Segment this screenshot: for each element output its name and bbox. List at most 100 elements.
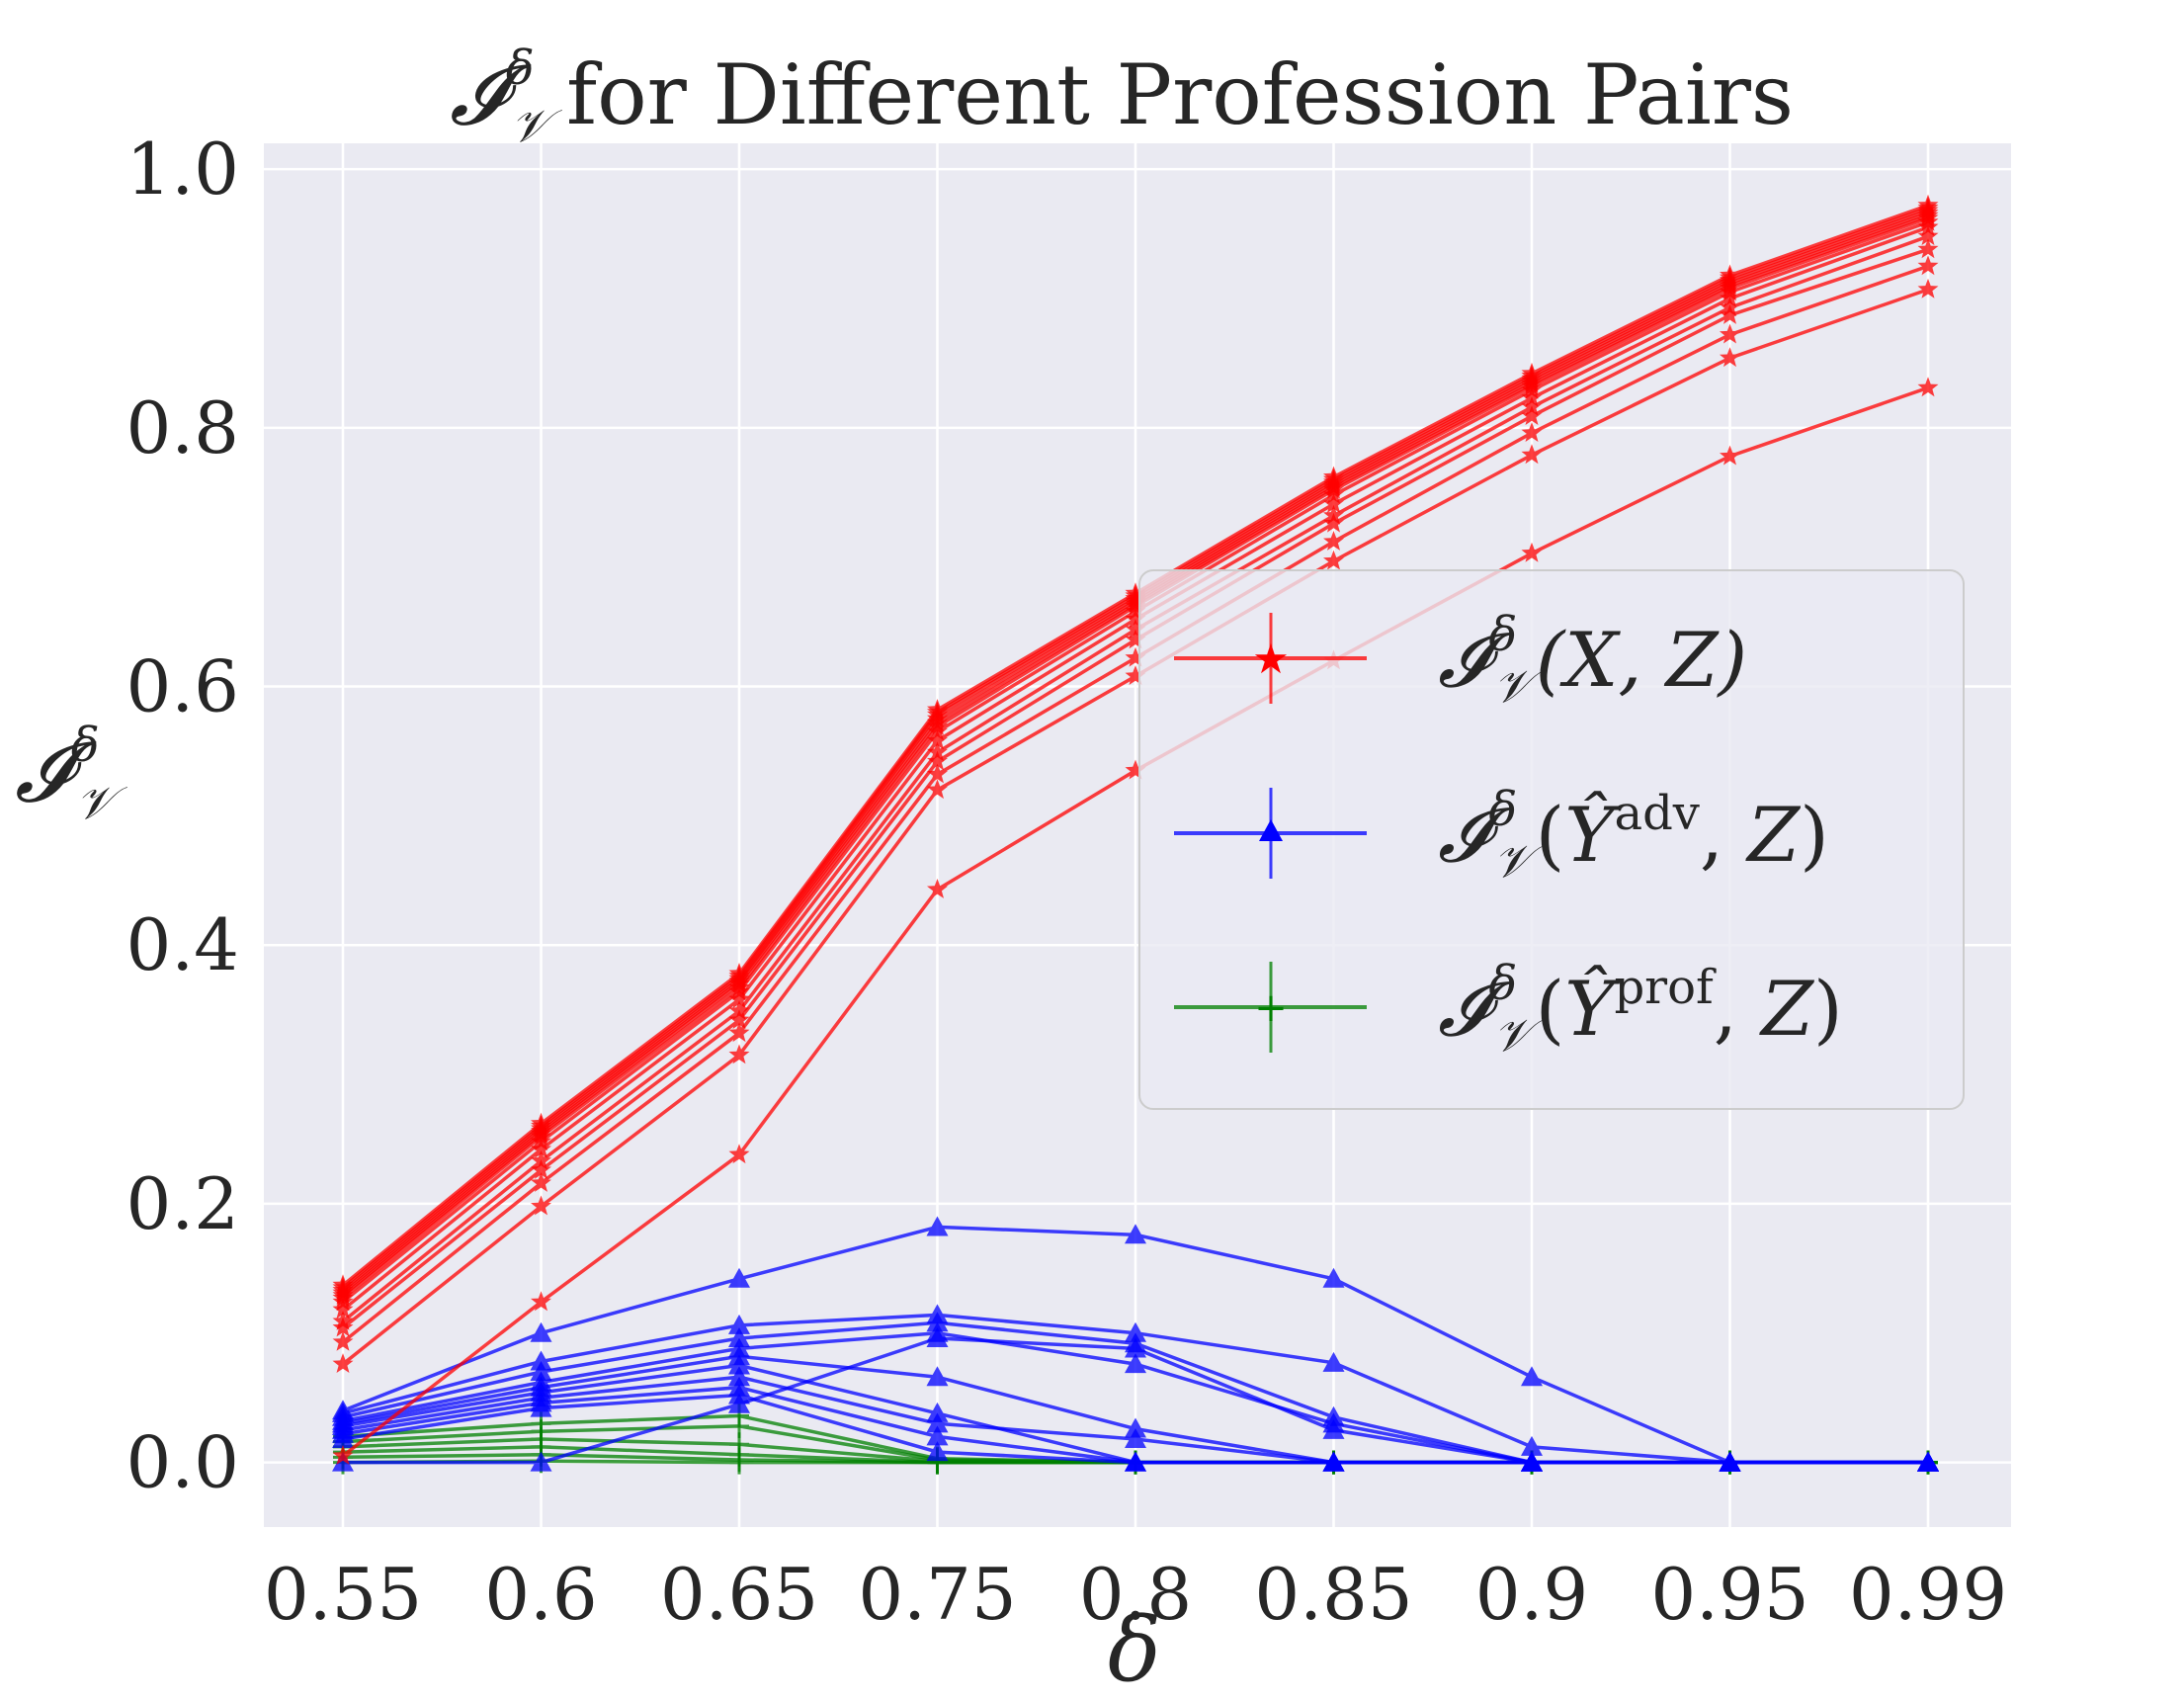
triangle-marker (332, 1428, 354, 1449)
triangle-marker (1125, 1428, 1146, 1449)
triangle-marker (728, 1393, 750, 1413)
star-marker (1917, 225, 1939, 246)
star-marker (1917, 278, 1939, 298)
triangle-marker (1322, 1418, 1345, 1439)
triangle-marker (926, 1425, 949, 1446)
star-marker (1917, 238, 1939, 259)
star-marker (1323, 550, 1344, 570)
triangle-marker (1125, 1337, 1146, 1358)
triangle-marker (1719, 1451, 1741, 1472)
legend-label-adv: 𝓘δ 𝒱(Ŷadv, Z) (1438, 782, 1829, 888)
triangle-marker (926, 1412, 949, 1433)
star-marker (332, 1445, 354, 1465)
legend-entry-xz: ★ 𝓘δ 𝒱(X, Z) (1174, 607, 1747, 713)
legend-label-xz: 𝓘δ 𝒱(X, Z) (1438, 607, 1747, 713)
series-group-xz (332, 194, 1939, 1465)
star-marker (1521, 405, 1543, 425)
star-marker (1917, 255, 1939, 276)
legend-box (1138, 569, 1965, 1110)
x-tick-label: 0.8 (1079, 1553, 1193, 1636)
x-tick-label: 0.95 (1650, 1553, 1808, 1636)
series-xz-11 (332, 278, 1939, 1373)
x-tick-label: 0.55 (264, 1553, 422, 1636)
star-marker (1720, 323, 1740, 344)
triangle-marker (926, 1326, 949, 1347)
triangle-marker (926, 1441, 949, 1462)
y-label-sup: δ (71, 718, 100, 773)
triangle-marker (1322, 1267, 1345, 1288)
star-marker (1323, 493, 1344, 513)
triangle-marker (1917, 1451, 1939, 1472)
x-tick-label: 0.75 (858, 1553, 1016, 1636)
star-marker (1125, 665, 1146, 685)
y-tick-label: 1.0 (126, 128, 239, 211)
star-marker (531, 1195, 551, 1216)
triangle-marker (728, 1354, 750, 1375)
star-marker (332, 1330, 354, 1351)
star-marker (1125, 629, 1146, 649)
triangle-marker (728, 1326, 750, 1347)
star-marker (332, 1299, 354, 1319)
triangle-marker (926, 1216, 949, 1236)
triangle-marker (530, 1360, 552, 1381)
legend-entry-adv: 𝓘δ 𝒱(Ŷadv, Z) (1174, 782, 1829, 888)
series-xz-9 (332, 238, 1939, 1337)
star-marker (728, 1044, 750, 1064)
triangle-marker (1521, 1366, 1543, 1387)
triangle-marker (1521, 1451, 1543, 1472)
star-marker (728, 1022, 750, 1043)
y-tick-label: 0.6 (126, 645, 239, 728)
y-tick-label: 0.4 (126, 903, 239, 986)
y-tick-labels: 0.0 0.2 0.4 0.6 0.8 1.0 (126, 128, 239, 1503)
triangle-marker (1125, 1353, 1146, 1374)
legend-label-prof: 𝓘δ 𝒱(Ŷprof, Z) (1438, 956, 1843, 1062)
title-sup: δ (506, 41, 535, 96)
x-tick-labels: 0.55 0.6 0.65 0.75 0.8 0.85 0.9 0.95 0.99 (264, 1553, 2007, 1636)
triangle-marker (1521, 1435, 1543, 1456)
triangle-marker (1322, 1451, 1345, 1472)
star-marker (1521, 444, 1543, 465)
triangle-marker (1125, 1451, 1146, 1472)
star-marker (1917, 377, 1939, 397)
star-marker (927, 729, 948, 750)
x-tick-label: 0.65 (660, 1553, 818, 1636)
star-marker (1720, 347, 1740, 368)
triangle-marker (1125, 1417, 1146, 1438)
legend: ★ 𝓘δ 𝒱(X, Z) 𝓘δ 𝒱(Ŷadv, Z) + 𝓘δ 𝒱(Ŷprof, Z) (1138, 569, 1965, 1110)
series-xz-10 (332, 255, 1939, 1351)
triangle-marker (728, 1267, 750, 1288)
triangle-marker (1125, 1321, 1146, 1342)
series-layer (332, 194, 1939, 1475)
x-tick-label: 0.6 (484, 1553, 598, 1636)
star-marker-icon: ★ (1252, 635, 1290, 683)
star-marker (1323, 531, 1344, 551)
y-tick-label: 0.0 (126, 1421, 239, 1504)
star-marker (927, 879, 948, 898)
series-adv-9 (332, 1326, 1939, 1472)
title-text: for Different Profession Pairs (566, 46, 1794, 143)
star-marker (531, 1172, 551, 1192)
legend-entry-prof: + 𝓘δ 𝒱(Ŷprof, Z) (1174, 956, 1843, 1062)
star-marker (1521, 422, 1543, 442)
triangle-marker (1322, 1351, 1345, 1372)
star-marker (1125, 759, 1146, 780)
triangle-marker (530, 1321, 552, 1342)
star-marker (1125, 608, 1146, 629)
star-marker (332, 1317, 354, 1337)
triangle-marker (1125, 1224, 1146, 1244)
triangle-marker (926, 1366, 949, 1387)
star-marker (1720, 304, 1740, 324)
series-group-adv (332, 1216, 1939, 1472)
star-marker (927, 750, 948, 771)
star-marker (531, 1291, 551, 1312)
star-marker (1125, 646, 1146, 667)
y-tick-label: 0.2 (126, 1162, 239, 1245)
x-axis-label: δ (1108, 1598, 1161, 1702)
star-marker (728, 988, 750, 1009)
star-marker (531, 1158, 551, 1179)
triangle-marker (926, 1312, 949, 1332)
triangle-marker (530, 1397, 552, 1417)
triangle-marker (530, 1451, 552, 1472)
